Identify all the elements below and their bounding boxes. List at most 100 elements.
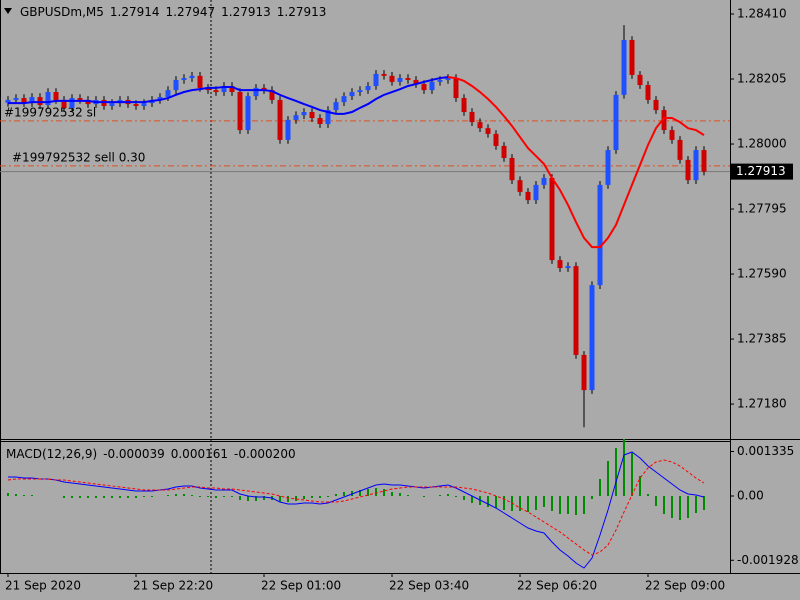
candle-body (669, 130, 675, 140)
candle-body (557, 260, 563, 269)
candle-body (13, 98, 19, 100)
candle-body (589, 285, 595, 391)
candle-body (189, 75, 195, 79)
candle-body (501, 145, 507, 158)
candle-body (197, 75, 203, 88)
candle-body (253, 87, 259, 97)
candle-body (405, 78, 411, 80)
header-value: -0.000200 (234, 447, 296, 461)
y-tick-label: 1.28410 (737, 7, 787, 21)
candle-body (173, 79, 179, 91)
candle-body (341, 96, 347, 103)
candle-body (77, 98, 83, 100)
indicator-line (7, 459, 705, 556)
moving-average (8, 76, 449, 115)
candle-body (237, 92, 243, 131)
y-tick-label: 1.27385 (737, 332, 787, 346)
candle-body (5, 99, 11, 103)
candle-body (445, 78, 451, 80)
candle-body (549, 177, 555, 261)
candle-body (141, 103, 147, 106)
header-value: 1.27913 (221, 5, 271, 19)
candle-body (285, 119, 291, 140)
candle-body (477, 122, 483, 129)
candle-body (261, 87, 267, 91)
candle-body (69, 98, 75, 108)
x-tick-label: 22 Sep 06:20 (517, 579, 597, 593)
candle-body (109, 103, 115, 106)
candle-body (221, 85, 227, 93)
x-tick-label: 21 Sep 22:20 (133, 579, 213, 593)
y-tick-label: 1.28205 (737, 72, 787, 86)
candle-body (653, 99, 659, 111)
candle-body (645, 85, 651, 100)
candle-body (85, 99, 91, 105)
candle-body (365, 85, 371, 91)
candle-body (701, 150, 707, 172)
candle-body (509, 157, 515, 181)
header-value: 1.27914 (110, 5, 160, 19)
candle-body (573, 266, 579, 355)
candle-body (685, 159, 691, 181)
candle-body (597, 184, 603, 286)
candle-body (37, 97, 43, 106)
candle-body (133, 104, 139, 106)
candle-body (381, 73, 387, 76)
y-tick-label: -0.001928 (737, 553, 799, 567)
candle-body (485, 128, 491, 134)
candle-body (453, 78, 459, 99)
candle-body (637, 74, 643, 86)
price-panel: #199792532 sl #199792532 sell 0.30 (0, 25, 730, 428)
candle-body (333, 102, 339, 111)
y-tick-label: 1.28000 (737, 137, 787, 151)
candle-body (181, 78, 187, 80)
candle-body (533, 184, 539, 201)
candle-body (517, 180, 523, 192)
candle-body (309, 111, 315, 119)
candle-body (165, 90, 171, 98)
indicator-line (8, 451, 705, 569)
candle-body (293, 115, 299, 120)
candle-body (421, 84, 427, 91)
macd-header: MACD(12,26,9) -0.000039 0.000161 -0.000200 (6, 447, 296, 461)
candle-body (677, 139, 683, 160)
candle-body (301, 111, 307, 116)
candle-body (269, 90, 275, 100)
candle-body (53, 92, 59, 100)
candle-body (541, 177, 547, 185)
candle-body (693, 150, 699, 181)
candle-body (605, 150, 611, 185)
candle-body (373, 73, 379, 86)
candle-body (661, 110, 667, 131)
candle-body (437, 79, 443, 82)
y-tick-label: 0.001335 (737, 444, 794, 458)
x-tick-label: 22 Sep 01:00 (261, 579, 341, 593)
candle-body (349, 92, 355, 97)
moving-average (447, 76, 705, 249)
candle-body (621, 40, 627, 95)
price-box (731, 163, 793, 180)
candle-body (629, 40, 635, 75)
macd-panel (7, 439, 705, 569)
y-tick-label: 1.27180 (737, 397, 787, 411)
order-label: #199792532 sl (4, 105, 96, 119)
indicator-name: MACD(12,26,9) (6, 447, 97, 461)
candle-body (413, 79, 419, 85)
candle-body (389, 75, 395, 82)
candle-body (205, 87, 211, 91)
x-tick-label: 22 Sep 09:00 (645, 579, 725, 593)
candle-body (461, 98, 467, 112)
candle-body (565, 266, 571, 269)
y-tick-label: 1.27590 (737, 267, 787, 281)
menu-arrow (4, 8, 12, 14)
y-tick-label: 0.00 (737, 489, 764, 503)
x-tick-label: 21 Sep 2020 (5, 579, 81, 593)
symbol: GBPUSDm,M5 (20, 5, 104, 19)
candle-body (61, 99, 67, 108)
x-tick-label: 22 Sep 03:40 (389, 579, 469, 593)
order-label: #199792532 sell 0.30 (12, 150, 145, 164)
candle-body (397, 78, 403, 82)
